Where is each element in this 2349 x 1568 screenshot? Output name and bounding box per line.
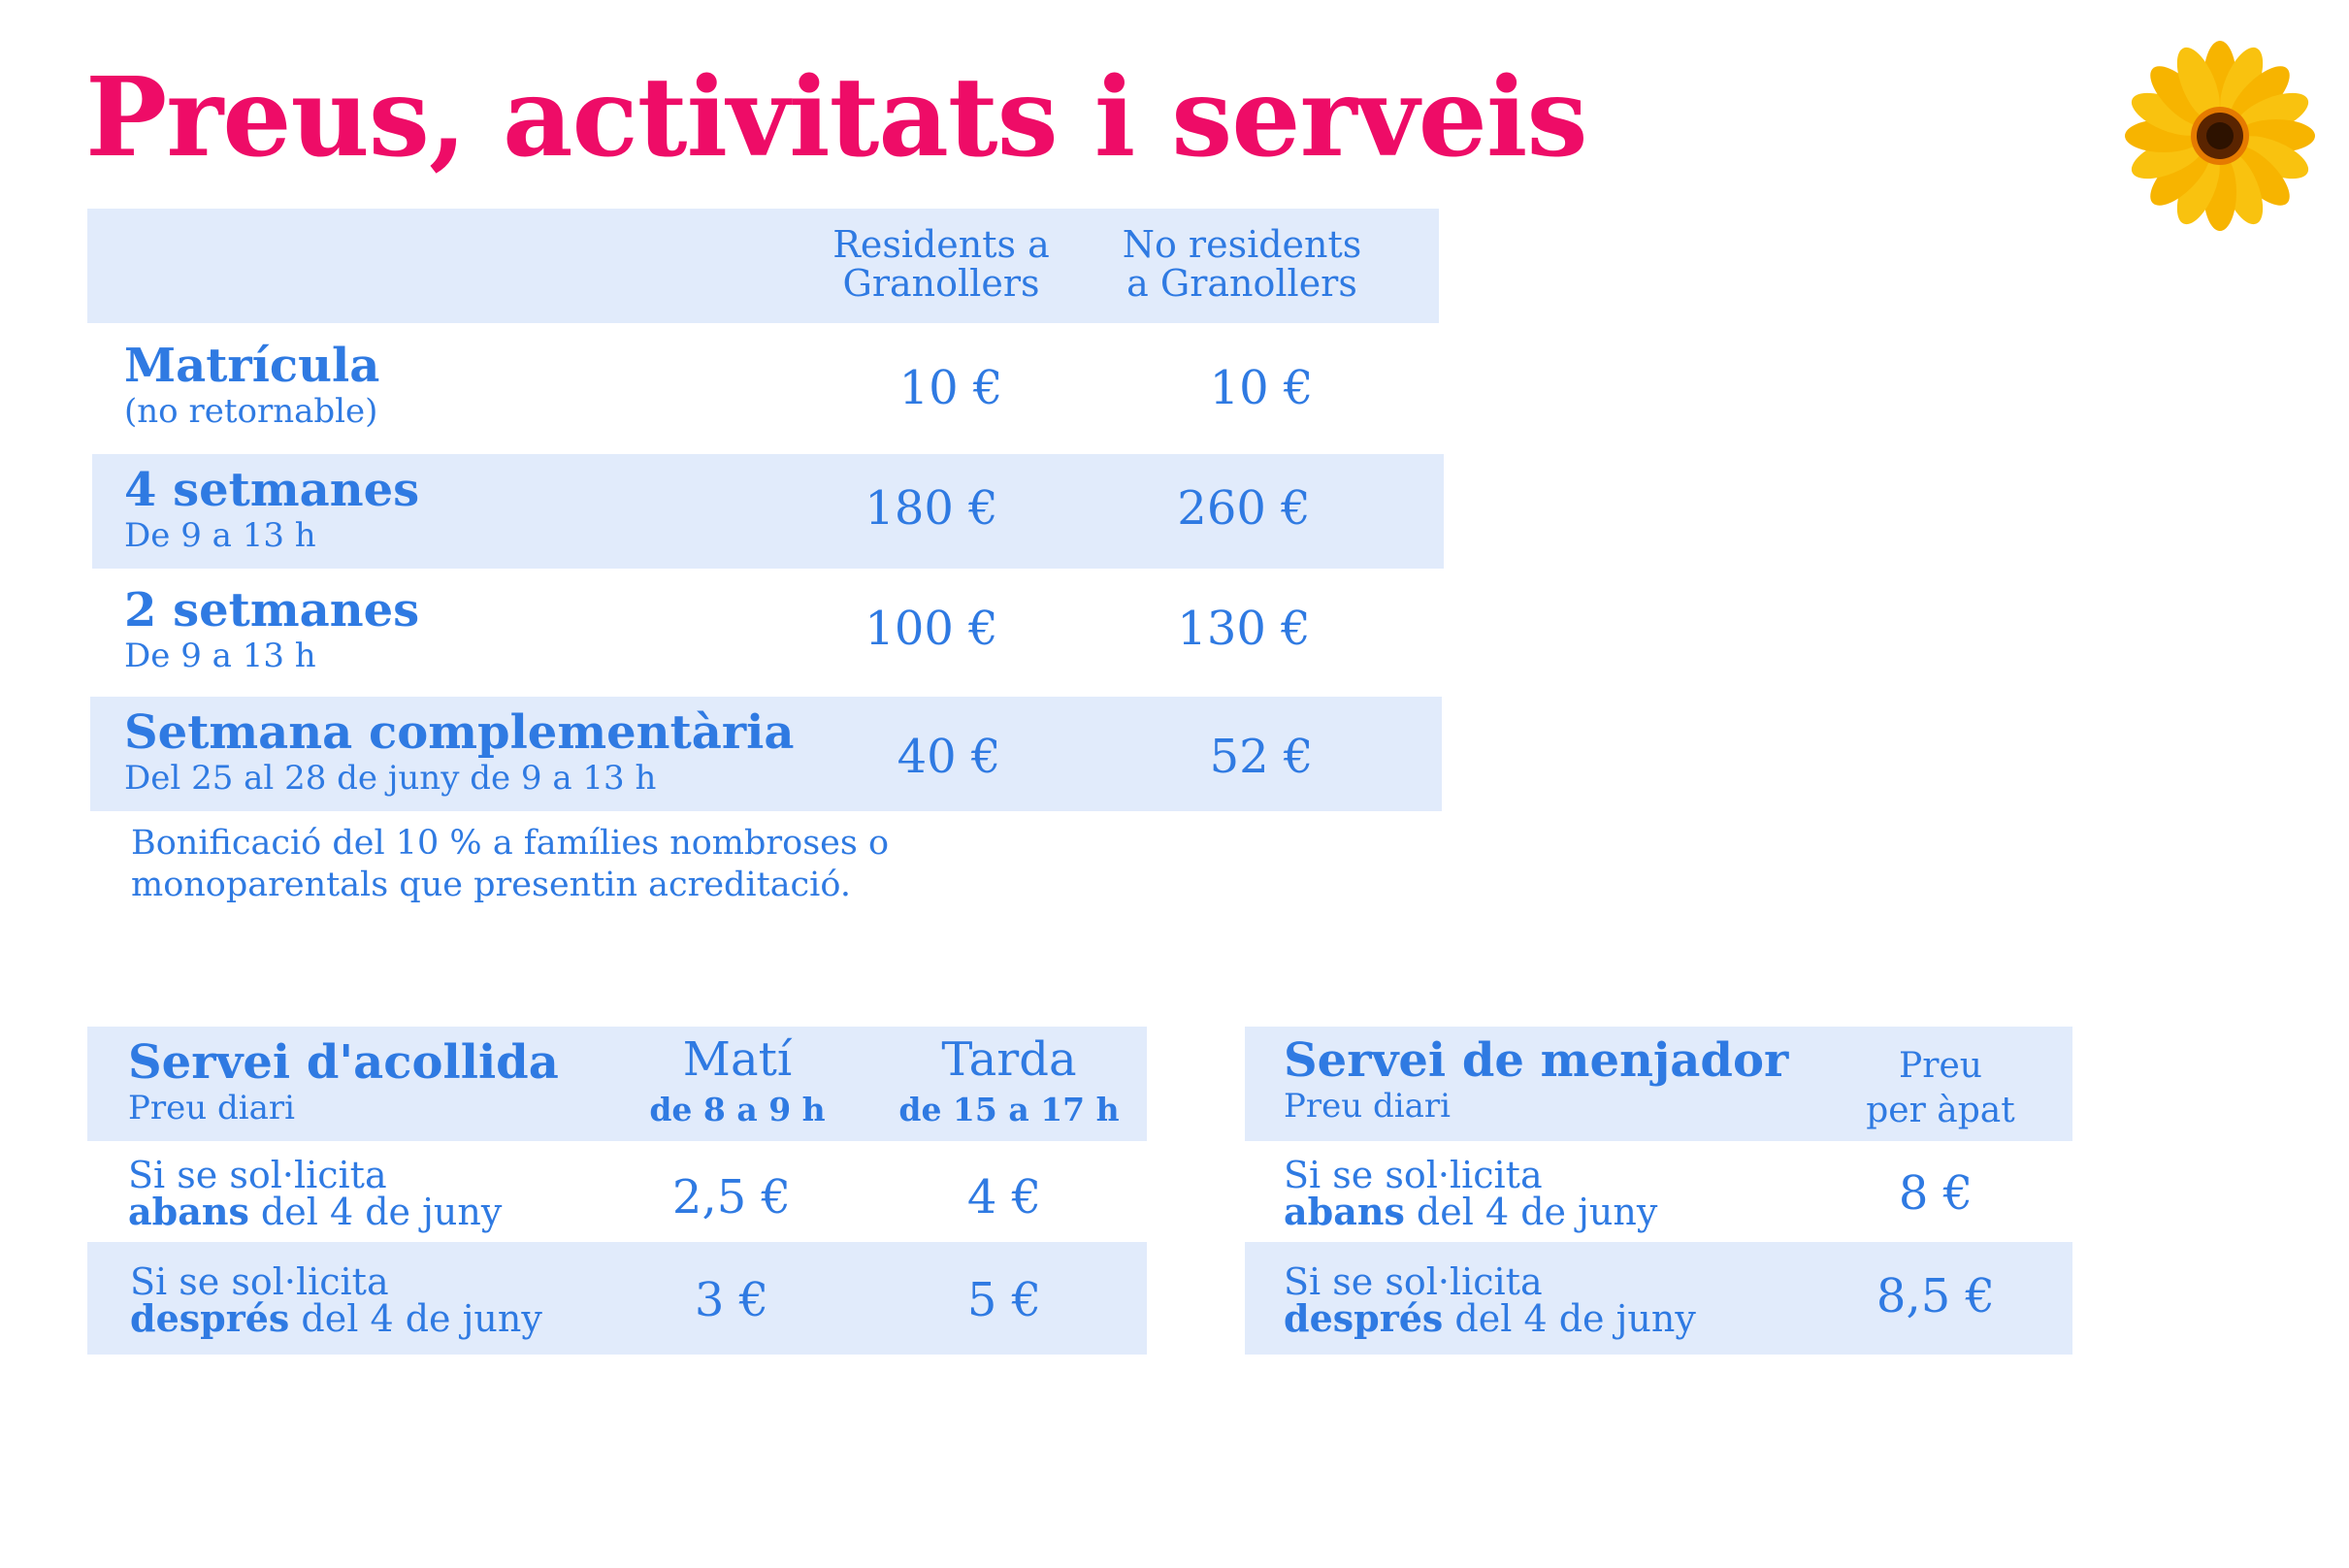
price-non-resident: 260 € [1177,481,1311,536]
column-header-non-residents: No residents a Granollers [1122,223,1362,305]
menjador-title: Servei de menjador [1284,1033,1789,1088]
table-row: Matrícula (no retornable) [124,340,379,431]
acollida-title-block: Servei d'acollida Preu diari [128,1036,559,1127]
price-tarda: 4 € [966,1170,1042,1225]
row-band [92,454,1444,569]
price-mati: 3 € [694,1273,769,1327]
row-band [90,697,1442,811]
column-header-residents: Residents a Granollers [832,223,1050,305]
row-label: Setmana complementària [124,705,795,760]
table-row: 4 setmanes De 9 a 13 h [124,464,419,555]
acollida-subtitle: Preu diari [128,1089,295,1127]
row-label: 4 setmanes [124,463,420,517]
menjador-subtitle: Preu diari [1284,1087,1451,1126]
column-header-mati: Matí [682,1032,793,1087]
row-sublabel: De 9 a 13 h [124,516,316,555]
price-non-resident: 10 € [1209,361,1314,415]
row-band [1245,1242,2072,1355]
menjador-header-band [1245,1027,2072,1141]
menjador-title-block: Servei de menjador Preu diari [1284,1034,1788,1126]
price-tarda: 5 € [966,1273,1042,1327]
price-resident: 100 € [865,602,998,656]
price-mati: 2,5 € [671,1170,792,1225]
acollida-header-band [87,1027,1147,1141]
column-header-tarda: Tarda [941,1032,1077,1087]
row-sublabel: Del 25 al 28 de juny de 9 a 13 h [124,759,657,798]
flower-icon [2125,41,2315,231]
table-header-band [87,209,1439,323]
price-resident: 10 € [898,361,1003,415]
page-title: Preus, activitats i serveis [85,54,1588,181]
menjador-row-label: Si se sol·licita després del 4 de juny [1284,1260,1696,1340]
row-label: Matrícula [124,339,380,393]
table-row: 2 setmanes De 9 a 13 h [124,584,419,675]
price-non-resident: 52 € [1209,730,1314,784]
discount-note: Bonificació del 10 % a famílies nombrose… [131,824,890,904]
menjador-row-label: Si se sol·licita abans del 4 de juny [1284,1154,1658,1233]
price-menjador: 8 € [1898,1166,1974,1221]
row-sublabel: (no retornable) [124,392,378,431]
row-label: 2 setmanes [124,583,420,637]
acollida-row-label: Si se sol·licita després del 4 de juny [130,1260,542,1340]
column-header-preu: Preu per àpat [1866,1046,2015,1130]
acollida-row-label: Si se sol·licita abans del 4 de juny [128,1154,503,1233]
price-non-resident: 130 € [1177,602,1311,656]
price-resident: 180 € [865,481,998,536]
table-row: Setmana complementària Del 25 al 28 de j… [124,706,794,798]
acollida-title: Servei d'acollida [128,1035,559,1090]
row-band [87,1242,1147,1355]
price-resident: 40 € [897,730,1001,784]
column-time-tarda: de 15 a 17 h [898,1091,1120,1128]
price-menjador: 8,5 € [1876,1269,1996,1323]
row-sublabel: De 9 a 13 h [124,637,316,675]
column-time-mati: de 8 a 9 h [649,1091,826,1128]
